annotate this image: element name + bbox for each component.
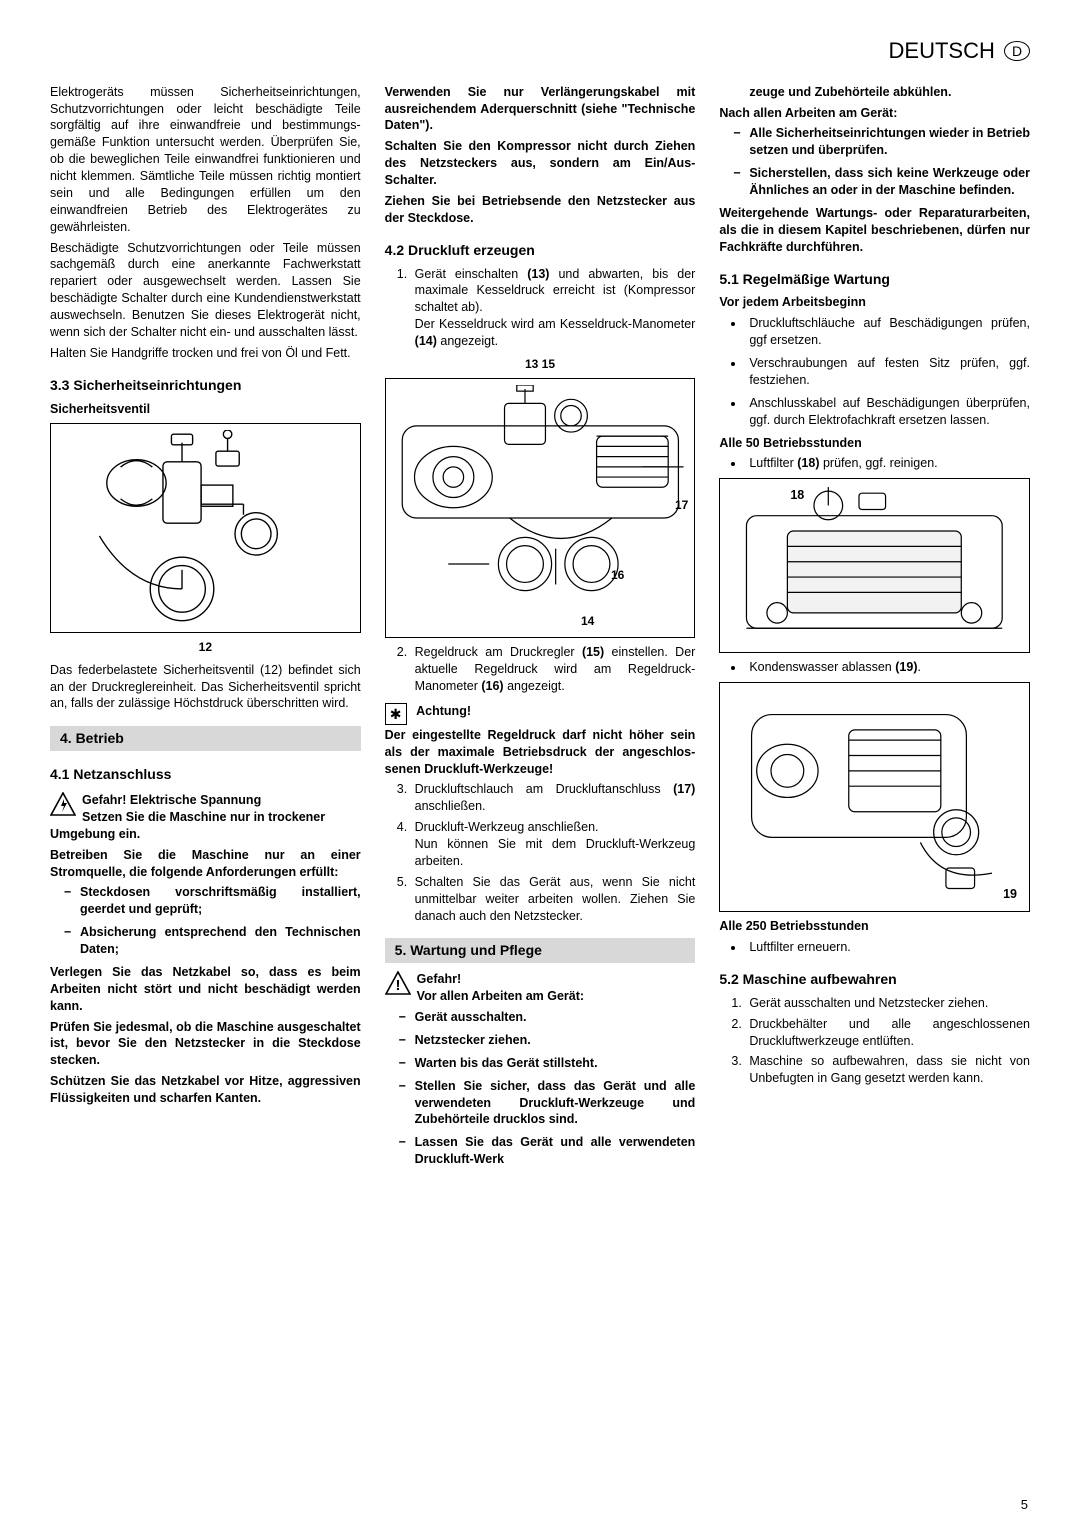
heading-4-2: 4.2 Druckluft erzeugen [385,241,696,260]
danger-line: Vor allen Arbeiten am Gerät: [417,989,584,1003]
danger-box-5: ! Gefahr! Vor allen Arbeiten am Gerät: [385,971,696,1005]
list-item: Sicherstellen, dass sich keine Werkzeuge… [733,165,1030,199]
list-item: Gerät ausschalten und Netzstecker ziehen… [745,995,1030,1012]
list-item: Steckdosen vorschriftsmäßig installiert,… [64,884,361,918]
body-para: Das federbelastete Sicherheitsventil (12… [50,662,361,713]
list-item: Stellen Sie sicher, dass das Gerät und a… [399,1078,696,1129]
list-item: Warten bis das Gerät stillsteht. [399,1055,696,1072]
body-para: Halten Sie Handgriffe trocken und frei v… [50,345,361,362]
list-item: Alle Sicherheitseinrichtungen wieder in … [733,125,1030,159]
list-item: Kondenswasser ablassen (19). [745,659,1030,676]
list-item: Lassen Sie das Gerät und alle verwendete… [399,1134,696,1168]
body-para-bold: Verwenden Sie nur Verlängerungs­kabel mi… [385,84,696,135]
list-item: Luftfilter erneuern. [745,939,1030,956]
body-para-bold: Schalten Sie den Kompressor nicht durch … [385,138,696,189]
fig-label-14: 14 [581,613,594,629]
figure-top-labels: 13 15 [385,356,696,372]
figure-18: 18 [719,478,1030,653]
list-item: Gerät einschalten (13) und abwar­ten, bi… [411,266,696,350]
fig-label-17: 17 [675,497,688,513]
heading-5-2: 5.2 Maschine aufbewahren [719,970,1030,989]
page-header: DEUTSCH D [50,36,1030,66]
danger-icon [50,792,76,816]
ordered-list-52: Gerät ausschalten und Netzstecker ziehen… [719,995,1030,1087]
heading-3-3: 3.3 Sicherheitseinrichtungen [50,376,361,395]
lang-label: DEUTSCH [889,38,995,63]
list-item: Absicherung entsprechend den Technischen… [64,924,361,958]
figure-12-svg [57,430,354,642]
fig-label-18: 18 [790,487,804,504]
heading-5-1: 5.1 Regelmäßige Wartung [719,270,1030,289]
ordered-list-42: Gerät einschalten (13) und abwar­ten, bi… [385,266,696,350]
danger-line: Setzen Sie die Maschine nur in trockener… [50,810,325,841]
lang-code-circle: D [1004,41,1030,61]
figure-13-17-svg [392,385,689,641]
body-para-bold: Prüfen Sie jedesmal, ob die Maschine aus… [50,1019,361,1070]
list-item: Luftfilter (18) prüfen, ggf. reinigen. [745,455,1030,472]
dash-list-after: Alle Sicherheitseinrichtungen wieder in … [719,125,1030,199]
subheading-50h: Alle 50 Betriebsstunden [719,435,1030,452]
heading-5: 5. Wartung und Pflege [385,938,696,963]
figure-19: 19 [719,682,1030,912]
list-item: Druckluftschläuche auf Beschädi­gungen p… [745,315,1030,349]
list-item: Regeldruck am Druckregler (15) ein­stell… [411,644,696,695]
body-para-bold: Ziehen Sie bei Betriebsende den Netz­ste… [385,193,696,227]
body-para-bold: Betreiben Sie die Maschine nur an einer … [50,847,361,881]
body-para-bold: Schützen Sie das Netzkabel vor Hitze, ag… [50,1073,361,1107]
figure-18-svg [726,485,1023,654]
fig-label-16: 16 [611,567,624,583]
page-number: 5 [1021,1496,1028,1514]
subheading-before: Vor jedem Arbeitsbeginn [719,294,1030,311]
content-columns: Elektrogeräts müssen Sicherheitsein­rich… [50,84,1030,1484]
list-item: Druckbehälter und alle angeschlos­senen … [745,1016,1030,1050]
figure-12-wrap: 12 [50,423,361,655]
attention-box: ✱ Achtung! [385,703,696,725]
ordered-list-42b: Regeldruck am Druckregler (15) ein­stell… [385,644,696,695]
figure-13-17: 17 16 14 [385,378,696,638]
figure-19-svg [726,689,1023,914]
heading-4-1: 4.1 Netzanschluss [50,765,361,784]
attention-icon: ✱ [385,703,407,725]
danger-box-elec: Gefahr! Elektrische Spannung Setzen Sie … [50,792,361,843]
danger-title: Gefahr! Elektrische Spannung [82,793,261,807]
subheading-250h: Alle 250 Betriebsstunden [719,918,1030,935]
dash-list-5: Gerät ausschalten. Netzstecker ziehen. W… [385,1009,696,1168]
bullet-list-before: Druckluftschläuche auf Beschädi­gungen p… [719,315,1030,428]
list-item: Druckluft-Werkzeug anschließen. Nun könn… [411,819,696,870]
list-item: Druckluftschlauch am Druckluftan­schluss… [411,781,696,815]
list-item: Schalten Sie das Gerät aus, wenn Sie nic… [411,874,696,925]
body-para: Beschädigte Schutzvorrichtungen oder Tei… [50,240,361,341]
attention-body: Der eingestellte Regeldruck darf nicht h… [385,727,696,778]
bullet-list-250h: Luftfilter erneuern. [719,939,1030,956]
list-item: Maschine so aufbewahren, dass sie nicht … [745,1053,1030,1087]
list-item: Netzstecker ziehen. [399,1032,696,1049]
subheading-safety-valve: Sicherheitsventil [50,401,361,418]
ordered-list-42c: Druckluftschlauch am Druckluftan­schluss… [385,781,696,924]
cont-para: zeuge und Zubehörteile abküh­len. [719,84,1030,101]
list-item: Verschraubungen auf festen Sitz prüfen, … [745,355,1030,389]
heading-4: 4. Betrieb [50,726,361,751]
fig-label-19: 19 [1003,886,1017,903]
figure-12-label: 12 [50,639,361,655]
dash-list: Steckdosen vorschriftsmäßig installiert,… [50,884,361,958]
svg-text:!: ! [395,977,400,994]
danger-icon: ! [385,971,411,995]
list-item: Gerät ausschalten. [399,1009,696,1026]
bullet-list-50h: Luftfilter (18) prüfen, ggf. reinigen. [719,455,1030,472]
body-para-bold: Weitergehende Wartungs- oder Repa­ratura… [719,205,1030,256]
attention-title: Achtung! [416,704,471,718]
body-para: Elektrogeräts müssen Sicherheitsein­rich… [50,84,361,236]
bullet-list-cond: Kondenswasser ablassen (19). [719,659,1030,676]
body-para-bold: Verlegen Sie das Netzkabel so, dass es b… [50,964,361,1015]
danger-title: Gefahr! [417,972,461,986]
after-label: Nach allen Arbeiten am Gerät: [719,105,1030,122]
figure-12 [50,423,361,633]
list-item: Anschlusskabel auf Beschädigun­gen überp… [745,395,1030,429]
figure-13-17-wrap: 13 15 17 16 [385,356,696,638]
